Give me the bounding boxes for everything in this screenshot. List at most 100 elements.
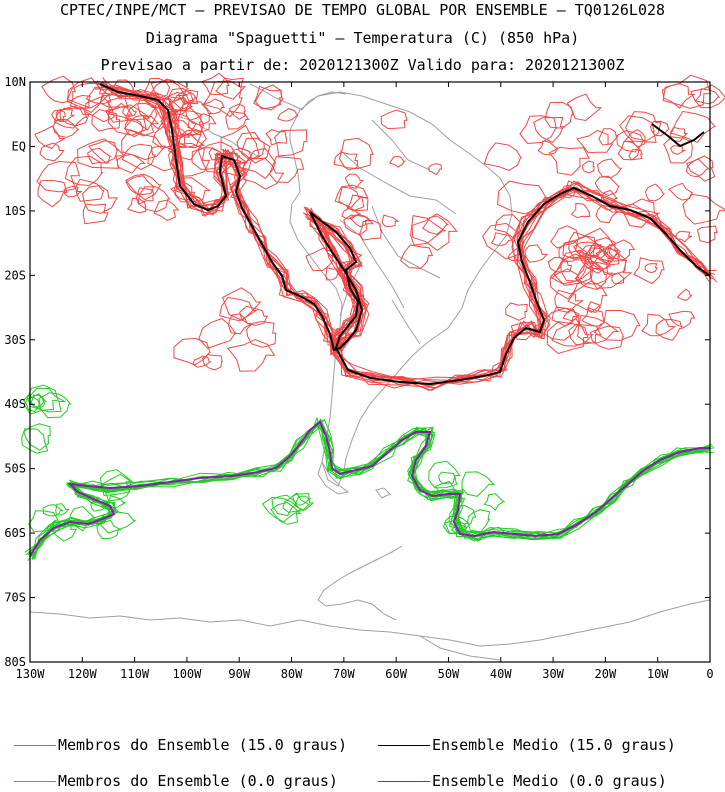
lon-label: 60W (385, 667, 407, 681)
south-america-coast (289, 91, 513, 487)
lon-label: 90W (228, 667, 250, 681)
member-15-blob (598, 128, 619, 146)
member-15-blob (551, 318, 594, 347)
member-15-blob (428, 163, 442, 176)
member-15-blob (655, 318, 683, 341)
member-15-blob (338, 184, 369, 212)
member-15-blob (34, 125, 66, 149)
member-0-blob (28, 510, 59, 533)
title-line-3: Previsao a partir de: 2020121300Z Valido… (100, 56, 625, 74)
member-0-blob (55, 503, 70, 516)
member-15-blob (510, 321, 540, 341)
member-15-blob (537, 140, 559, 156)
member-0-blob (434, 480, 457, 499)
member-15-blob (277, 108, 299, 122)
member-15-blob (590, 325, 625, 350)
legend-label-mean-15: Ensemble Medio (15.0 graus) (432, 736, 676, 754)
member-15-blob (77, 138, 126, 169)
member-15-blob (197, 141, 241, 174)
member-15-blob (562, 308, 581, 322)
member-15-contour (96, 83, 707, 389)
member-0-blob (99, 469, 134, 497)
member-15-contour (101, 84, 717, 386)
member-15-blob (241, 157, 285, 190)
member-15-blob (124, 102, 158, 131)
member-0-blob (29, 387, 67, 413)
member-15-blob (161, 95, 186, 114)
legend-swatch-red (14, 745, 56, 746)
member-15-blob (644, 183, 666, 202)
member-15-blob (144, 78, 187, 109)
member-15-blob (597, 158, 623, 179)
member-15-blob (215, 77, 247, 100)
member-15-blob (36, 160, 81, 193)
member-15-blob (619, 115, 657, 143)
member-15-blob (576, 129, 614, 154)
member-0-blob (22, 395, 41, 413)
lon-label: 100W (172, 667, 202, 681)
member-0-blob (23, 384, 59, 415)
member-15-blob (608, 239, 636, 261)
member-15-blob (575, 227, 615, 260)
longitude-labels: 130W 120W 110W 100W 90W 80W 70W 60W 50W 40W 30W 20W… (16, 667, 714, 681)
member-15-blob (567, 280, 608, 313)
member-15-blob (641, 313, 677, 337)
axis-ticks (29, 81, 711, 663)
member-15-blob (346, 194, 369, 212)
member-15-blob (668, 182, 694, 201)
member-15-blob (685, 155, 716, 182)
member-0-blob (294, 495, 315, 511)
member-15-blob (241, 147, 277, 180)
member-15-blob (593, 309, 641, 341)
lat-label: 10N (4, 75, 26, 89)
member-15-blob (126, 197, 147, 214)
legend-label-members-0: Membros do Ensemble (0.0 graus) (58, 772, 338, 790)
member-15-blob (519, 115, 557, 145)
member-15-blob (153, 199, 180, 222)
member-15-blob (625, 111, 662, 142)
member-15-blob (570, 202, 591, 219)
lon-label: 120W (68, 667, 98, 681)
member-15-blob (64, 155, 104, 187)
member-15-blob (507, 247, 527, 262)
member-0-contour (31, 423, 711, 559)
member-15-blob (546, 321, 589, 355)
member-15-blob (191, 147, 227, 170)
member-15-blob (226, 338, 276, 372)
antarctic-peninsula (317, 545, 403, 621)
member-0-blob (461, 471, 495, 497)
member-15-blob (168, 132, 206, 161)
title-line-2: Diagrama "Spaguetti" — Temperatura (C) (… (145, 29, 580, 47)
member-15-blob (82, 203, 109, 225)
member-15-blob (611, 272, 627, 285)
member-0-contour (32, 423, 714, 560)
member-15-blob (573, 241, 597, 259)
member-15-blob (533, 116, 564, 144)
member-15-blob (240, 137, 265, 159)
member-15-blob (113, 79, 135, 98)
member-15-blob (553, 249, 602, 286)
legend-mean-15: Ensemble Medio (15.0 graus) (378, 735, 676, 755)
member-15-blob (544, 101, 574, 129)
member-15-blob (562, 235, 607, 261)
member-0-blob (21, 428, 49, 454)
member-15-blob (587, 301, 602, 313)
member-15-blob (122, 106, 138, 117)
member-15-blob (549, 268, 583, 300)
member-15-blob (334, 186, 363, 209)
lat-label: 50S (4, 462, 26, 476)
member-15-blob (37, 179, 68, 208)
legend-swatch-purple (378, 781, 430, 782)
member-15-blob (168, 142, 211, 178)
lon-label: 30W (542, 667, 564, 681)
member-15-blob (617, 140, 642, 161)
member-15-blob (558, 240, 589, 263)
members-15-contours (34, 72, 725, 392)
member-15-blob (305, 247, 335, 272)
member-15-blob (125, 173, 162, 201)
member-15-blob (547, 256, 573, 273)
member-15-blob (690, 84, 725, 109)
member-15-blob (359, 219, 382, 241)
lat-label: 60S (4, 526, 26, 540)
member-15-blob (550, 225, 582, 249)
